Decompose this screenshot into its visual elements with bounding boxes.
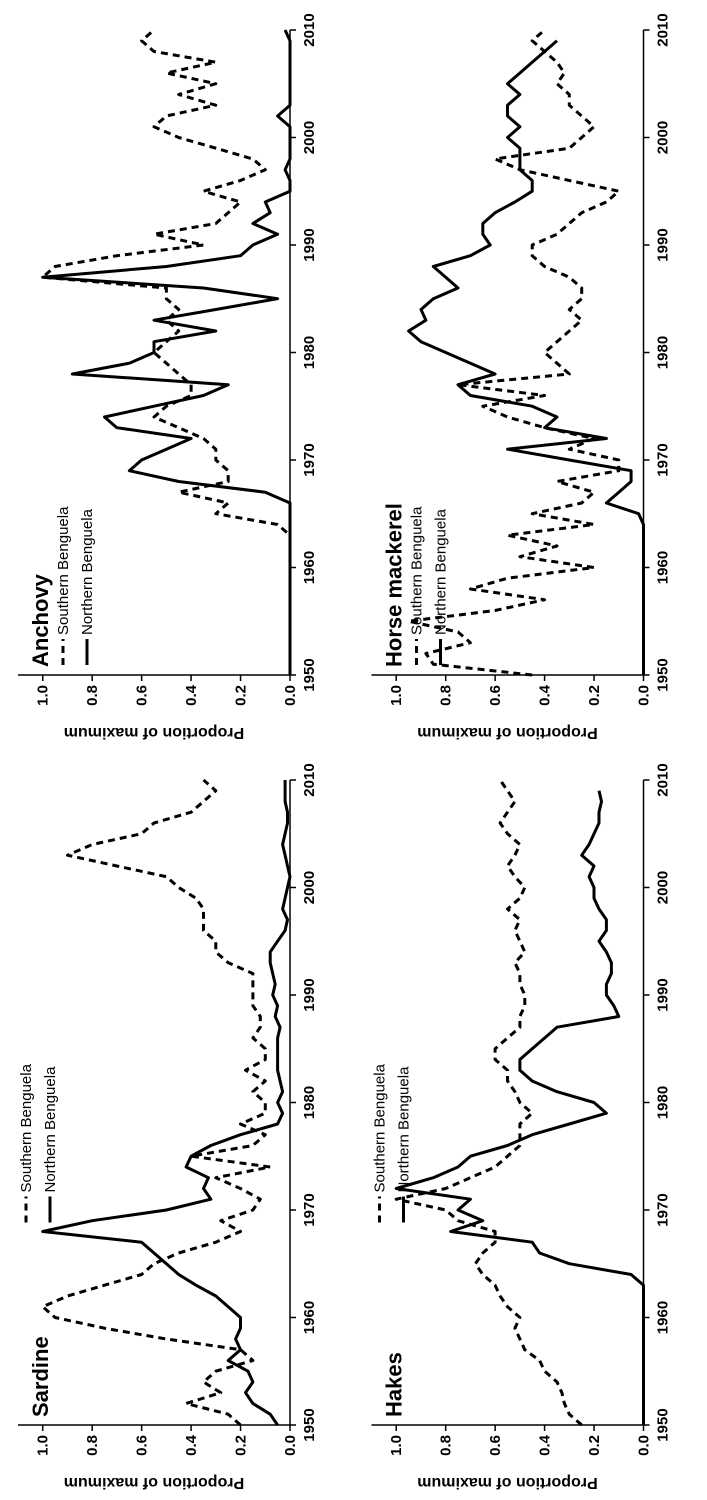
y-tick-label: 0.6 <box>487 1435 504 1456</box>
x-tick-label: 2000 <box>655 871 672 904</box>
y-tick-label: 0.6 <box>487 685 504 706</box>
y-tick-label: 0.6 <box>134 1435 151 1456</box>
legend-label: Southern Benguela <box>18 1063 35 1192</box>
series-line <box>394 790 645 1425</box>
x-tick-label: 1980 <box>301 1086 318 1119</box>
x-tick-label: 1990 <box>301 978 318 1011</box>
x-tick-label: 1950 <box>301 1408 318 1441</box>
x-tick-label: 1980 <box>655 1086 672 1119</box>
x-tick-label: 2010 <box>655 13 672 46</box>
x-tick-label: 1970 <box>301 443 318 476</box>
series-line <box>394 779 583 1427</box>
y-tick-label: 1.0 <box>35 685 52 706</box>
x-tick-label: 1990 <box>301 228 318 261</box>
series-line <box>407 28 621 677</box>
legend-label: Southern Benguela <box>409 506 426 635</box>
y-tick-label: 0.0 <box>636 1435 653 1456</box>
x-tick-label: 1950 <box>655 1408 672 1441</box>
x-tick-label: 2010 <box>301 13 318 46</box>
x-tick-label: 1980 <box>301 336 318 369</box>
y-tick-label: 0.4 <box>537 1434 554 1456</box>
x-tick-label: 2010 <box>301 763 318 796</box>
legend-label: Northern Benguela <box>433 508 450 635</box>
x-tick-label: 1970 <box>301 1193 318 1226</box>
y-tick-label: 0.2 <box>586 1435 603 1456</box>
legend-label: Northern Benguela <box>396 1066 413 1193</box>
x-tick-label: 1950 <box>301 658 318 691</box>
y-tick-label: 0.8 <box>438 685 455 706</box>
panel: 0.0 0.2 0.4 0.6 0.8 1.0 1950 1960 1970 1980 1990 20… <box>18 13 318 741</box>
y-axis-label: Proportion of maximum <box>64 724 244 741</box>
y-tick-label: 0.8 <box>84 685 101 706</box>
series-line <box>41 28 292 675</box>
x-tick-label: 1980 <box>655 336 672 369</box>
y-tick-label: 0.8 <box>84 1435 101 1456</box>
y-tick-label: 1.0 <box>388 685 405 706</box>
x-tick-label: 1970 <box>655 443 672 476</box>
x-tick-label: 1990 <box>655 978 672 1011</box>
y-tick-label: 0.8 <box>438 1435 455 1456</box>
legend-label: Northern Benguela <box>42 1066 59 1193</box>
panel: 0.0 0.2 0.4 0.6 0.8 1.0 1950 1960 1970 1980 1990 20… <box>18 763 318 1491</box>
y-tick-label: 0.6 <box>134 685 151 706</box>
x-tick-label: 2000 <box>301 121 318 154</box>
panel: 0.0 0.2 0.4 0.6 0.8 1.0 1950 1960 1970 1980 1990 20… <box>371 763 672 1491</box>
x-tick-label: 1960 <box>301 551 318 584</box>
x-tick-label: 1970 <box>655 1193 672 1226</box>
x-tick-label: 1960 <box>655 1301 672 1334</box>
y-tick-label: 0.0 <box>282 685 299 706</box>
series-line <box>41 780 292 1426</box>
y-axis-label: Proportion of maximum <box>64 1474 244 1491</box>
x-tick-label: 2000 <box>655 121 672 154</box>
x-tick-label: 2000 <box>301 871 318 904</box>
y-tick-label: 0.4 <box>537 684 554 706</box>
legend-label: Northern Benguela <box>79 508 96 635</box>
chart-title: Horse mackerel <box>382 503 407 667</box>
panel: 0.0 0.2 0.4 0.6 0.8 1.0 1950 1960 1970 1980 1990 20… <box>371 13 672 741</box>
y-tick-label: 0.4 <box>183 684 200 706</box>
x-tick-label: 2010 <box>655 763 672 796</box>
legend-label: Southern Benguela <box>372 1063 389 1192</box>
y-tick-label: 0.2 <box>233 1435 250 1456</box>
y-tick-label: 0.2 <box>233 685 250 706</box>
series-line <box>41 778 272 1427</box>
y-tick-label: 0.2 <box>586 685 603 706</box>
chart-title: Hakes <box>382 1352 407 1417</box>
y-tick-label: 0.0 <box>282 1435 299 1456</box>
y-tick-label: 1.0 <box>388 1435 405 1456</box>
y-tick-label: 1.0 <box>35 1435 52 1456</box>
chart-title: Anchovy <box>28 573 53 667</box>
y-tick-label: 0.0 <box>636 685 653 706</box>
x-tick-label: 1990 <box>655 228 672 261</box>
y-tick-label: 0.4 <box>183 1434 200 1456</box>
x-tick-label: 1950 <box>655 658 672 691</box>
y-axis-label: Proportion of maximum <box>417 724 597 741</box>
chart-title: Sardine <box>28 1336 53 1417</box>
series-line <box>41 29 292 675</box>
series-line <box>407 39 645 675</box>
x-tick-label: 1960 <box>655 551 672 584</box>
y-axis-label: Proportion of maximum <box>417 1474 597 1491</box>
legend-label: Southern Benguela <box>55 506 72 635</box>
x-tick-label: 1960 <box>301 1301 318 1334</box>
